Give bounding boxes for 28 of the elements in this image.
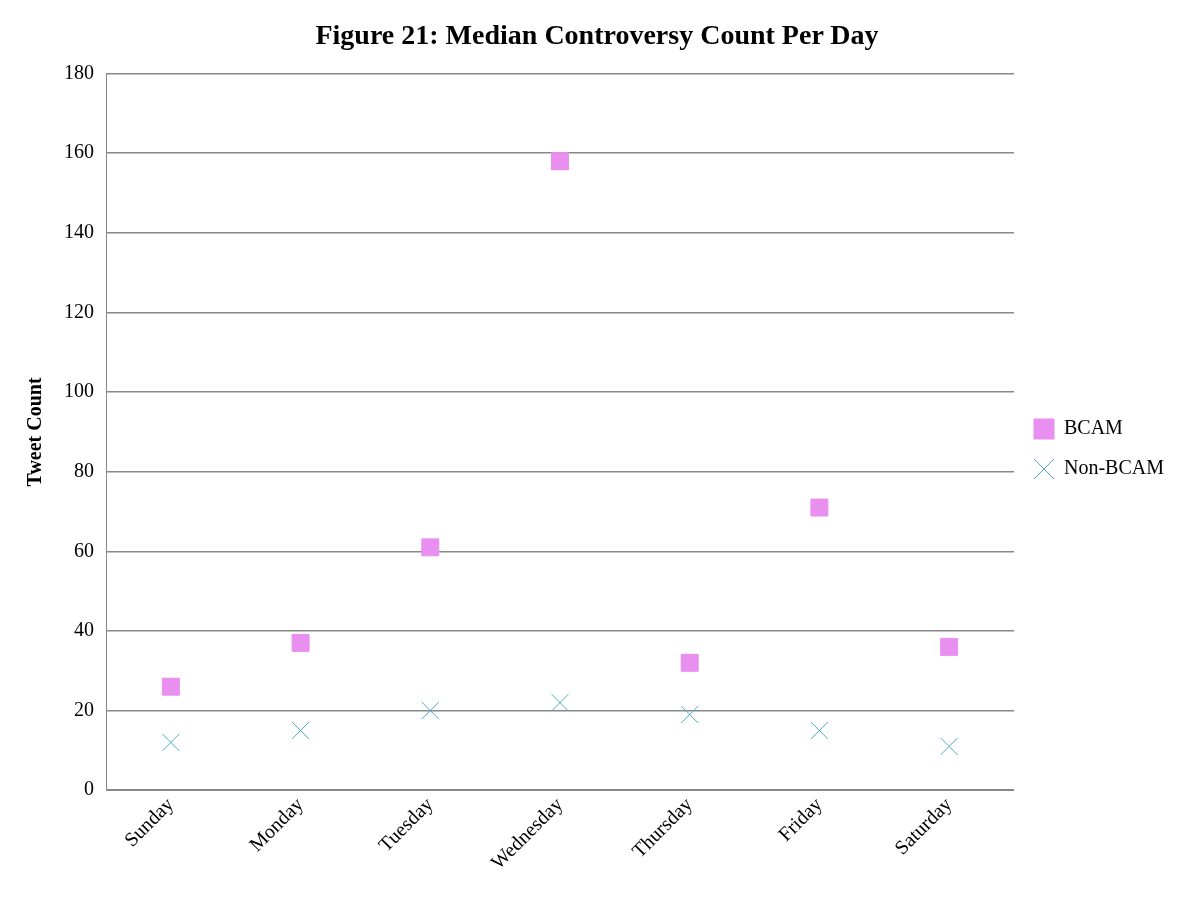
y-tick-label: 140 xyxy=(64,220,94,243)
y-tick-label: 0 xyxy=(84,777,94,800)
point xyxy=(940,637,959,656)
point xyxy=(551,152,569,171)
y-tick-label: 120 xyxy=(64,299,94,322)
point xyxy=(680,705,699,724)
point xyxy=(810,498,829,517)
y-axis-title: Tweet Count xyxy=(23,377,46,487)
chart-title: Figure 21: Median Controversy Count Per Day xyxy=(315,19,879,51)
point xyxy=(291,721,310,740)
y-tick-label: 80 xyxy=(74,458,94,481)
y-tick-label: 60 xyxy=(74,538,94,561)
point xyxy=(421,701,440,720)
point xyxy=(551,693,569,712)
point xyxy=(810,721,829,740)
point xyxy=(940,737,959,756)
y-tick-label: 180 xyxy=(64,60,94,83)
point xyxy=(291,633,310,652)
y-tick-label: 40 xyxy=(74,618,94,641)
y-tick-label: 100 xyxy=(64,379,94,402)
point xyxy=(161,677,180,696)
y-tick-label: 160 xyxy=(64,140,94,163)
point xyxy=(421,538,440,557)
point xyxy=(161,733,180,752)
point xyxy=(680,653,699,672)
legend-label: Non-BCAM xyxy=(1063,456,1165,479)
y-tick-label: 20 xyxy=(74,697,94,720)
legend-label: BCAM xyxy=(1063,416,1124,439)
